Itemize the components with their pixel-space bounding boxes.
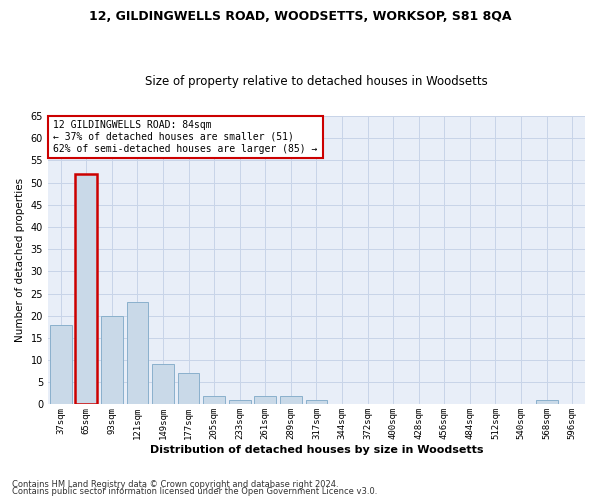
Bar — [50, 324, 71, 404]
Y-axis label: Number of detached properties: Number of detached properties — [15, 178, 25, 342]
Text: 12 GILDINGWELLS ROAD: 84sqm
← 37% of detached houses are smaller (51)
62% of sem: 12 GILDINGWELLS ROAD: 84sqm ← 37% of det… — [53, 120, 317, 154]
Bar — [536, 400, 557, 404]
Bar — [76, 174, 97, 404]
Bar — [101, 316, 123, 404]
Bar — [229, 400, 251, 404]
Bar — [305, 400, 328, 404]
Text: Contains HM Land Registry data © Crown copyright and database right 2024.: Contains HM Land Registry data © Crown c… — [12, 480, 338, 489]
Bar — [280, 396, 302, 404]
Title: Size of property relative to detached houses in Woodsetts: Size of property relative to detached ho… — [145, 76, 488, 88]
Bar — [254, 396, 276, 404]
Text: 12, GILDINGWELLS ROAD, WOODSETTS, WORKSOP, S81 8QA: 12, GILDINGWELLS ROAD, WOODSETTS, WORKSO… — [89, 10, 511, 23]
X-axis label: Distribution of detached houses by size in Woodsetts: Distribution of detached houses by size … — [150, 445, 483, 455]
Bar — [127, 302, 148, 404]
Bar — [178, 374, 199, 404]
Text: Contains public sector information licensed under the Open Government Licence v3: Contains public sector information licen… — [12, 488, 377, 496]
Bar — [152, 364, 174, 405]
Bar — [203, 396, 225, 404]
